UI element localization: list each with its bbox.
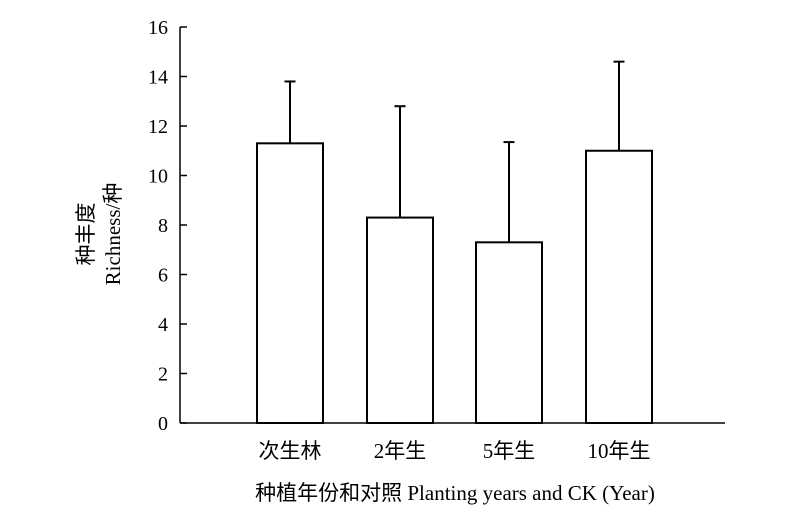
y-tick-label: 2 (158, 364, 168, 386)
x-tick-labels: 次生林 2年生 5年生 10年生 (259, 439, 651, 463)
bars (256, 142, 653, 424)
y-tick-label: 14 (148, 67, 168, 89)
y-tick-label: 12 (148, 116, 168, 138)
error-bars (284, 60, 625, 243)
y-tick-label: 16 (148, 17, 168, 39)
x-tick-label: 2年生 (374, 439, 427, 463)
y-tick-label: 0 (158, 413, 168, 435)
x-tick-label: 5年生 (483, 439, 536, 463)
bar (585, 149, 653, 424)
y-tick-label: 10 (148, 166, 168, 188)
bar (256, 142, 324, 424)
y-axis-title-chinese: 种丰度 (74, 203, 98, 266)
x-axis-title: 种植年份和对照 Planting years and CK (Year) (255, 481, 655, 505)
bar (475, 241, 543, 424)
x-tick-label: 次生林 (259, 439, 322, 463)
y-tick-label: 8 (158, 215, 168, 237)
y-axis-title-english: Richness/种 (101, 183, 125, 286)
x-tick-label: 10年生 (588, 439, 651, 463)
y-tick-labels: 0 2 4 6 8 10 12 14 16 (148, 17, 168, 435)
y-axis (179, 26, 187, 424)
bar (366, 216, 434, 424)
y-tick-label: 4 (158, 314, 168, 336)
y-tick-label: 6 (158, 265, 168, 287)
